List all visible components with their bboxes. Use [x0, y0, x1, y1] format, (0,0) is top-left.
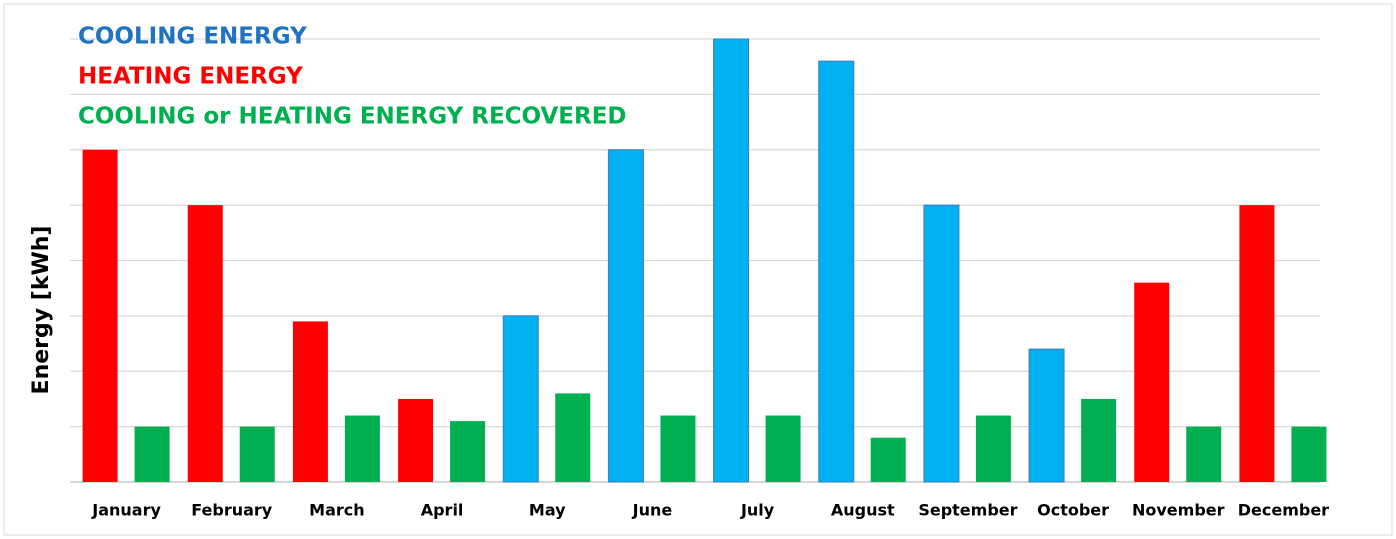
- x-tick-label: July: [740, 501, 775, 520]
- x-tick-label: June: [632, 501, 673, 520]
- bar: [134, 426, 170, 482]
- x-tick-label: December: [1238, 501, 1329, 520]
- x-tick-label: August: [831, 501, 895, 520]
- bar: [1028, 348, 1065, 483]
- bar: [660, 415, 696, 482]
- bar: [292, 321, 328, 482]
- bar: [818, 60, 855, 483]
- bar: [239, 426, 275, 482]
- x-tick-label: April: [421, 501, 464, 520]
- x-tick-label: March: [309, 501, 364, 520]
- legend-label: COOLING or HEATING ENERGY RECOVERED: [78, 104, 627, 130]
- bar: [1291, 426, 1327, 482]
- bar: [82, 149, 118, 482]
- bar: [713, 38, 750, 483]
- x-tick-label: May: [529, 501, 566, 520]
- y-axis-label: Energy [kWh]: [29, 226, 54, 395]
- bar: [923, 204, 960, 483]
- x-tick-label: September: [918, 501, 1017, 520]
- x-tick-label: February: [191, 501, 273, 520]
- x-tick-label: November: [1132, 501, 1225, 520]
- bar: [1186, 426, 1222, 482]
- bar: [1081, 398, 1117, 482]
- legend-label: COOLING ENERGY: [78, 24, 307, 50]
- x-tick-label: October: [1037, 501, 1109, 520]
- bar: [870, 437, 906, 482]
- bar: [187, 205, 223, 482]
- bar: [765, 415, 801, 482]
- x-tick-label: January: [91, 501, 161, 520]
- bar: [502, 315, 539, 483]
- bar: [344, 415, 380, 482]
- bar: [1134, 282, 1170, 482]
- bar: [555, 393, 591, 482]
- legend-label: HEATING ENERGY: [78, 64, 303, 90]
- bar: [1239, 205, 1275, 482]
- bar: [975, 415, 1011, 482]
- bar: [607, 149, 644, 483]
- bar: [450, 421, 486, 482]
- bar: [398, 398, 434, 482]
